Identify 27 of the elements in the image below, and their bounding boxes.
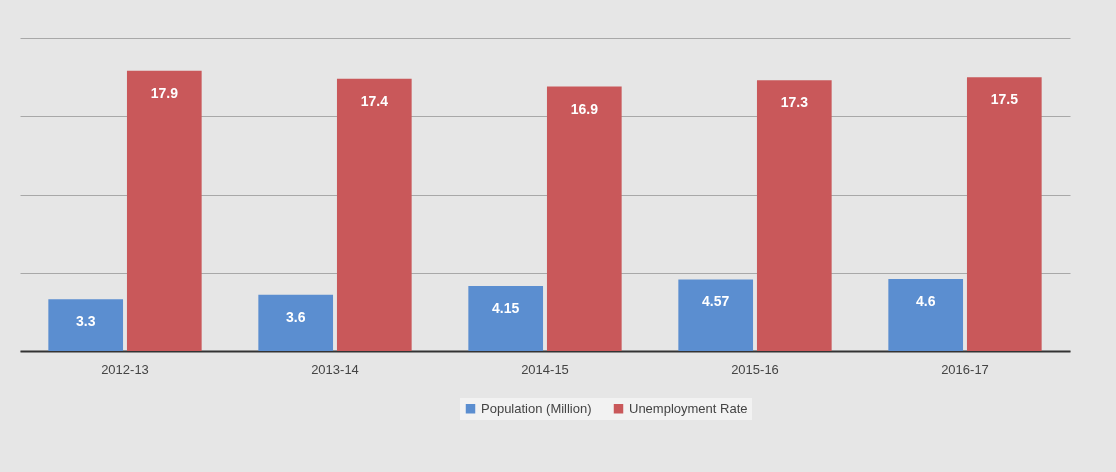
data-label: 4.57 [702, 293, 730, 310]
bar [888, 279, 964, 351]
bar [678, 279, 754, 351]
data-label: 3.3 [75, 313, 96, 330]
bar [48, 299, 124, 351]
x-tick-label: 2012-13 [101, 361, 149, 377]
bar [546, 86, 622, 351]
bar [126, 70, 202, 351]
data-label: 17.9 [150, 84, 179, 101]
legend-label: Population (Million) [481, 400, 592, 416]
data-label: 16.9 [570, 100, 599, 117]
legend-label: Unemployment Rate [629, 400, 748, 416]
x-tick-label: 2014-15 [521, 361, 569, 377]
x-tick-label: 2015-16 [731, 361, 779, 377]
data-label: 17.4 [360, 92, 389, 109]
data-label: 4.15 [492, 300, 520, 317]
x-tick-label: 2016-17 [941, 361, 989, 377]
bar [756, 80, 832, 351]
bar [468, 286, 544, 351]
data-label: 3.6 [285, 308, 306, 325]
bar [336, 78, 412, 351]
bar [966, 77, 1042, 351]
x-tick-label: 2013-14 [311, 361, 359, 377]
data-label: 17.3 [780, 94, 809, 111]
data-label: 4.6 [915, 293, 936, 310]
bar [258, 294, 334, 351]
data-label: 17.5 [990, 91, 1019, 108]
